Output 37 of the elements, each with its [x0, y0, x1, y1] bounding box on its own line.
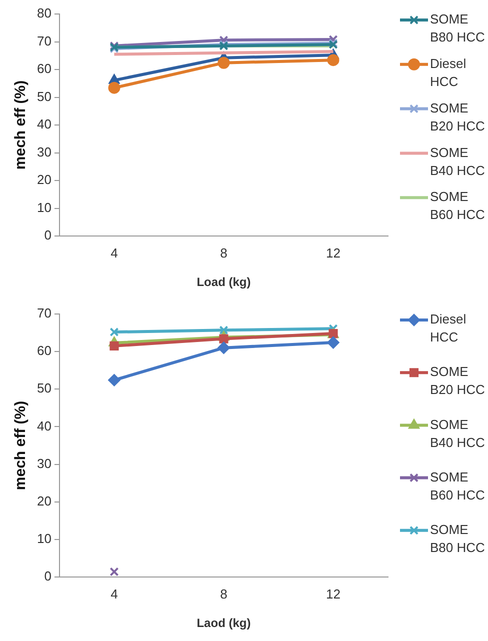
y-tick-label: 0: [44, 228, 52, 243]
y-tick-label: 0: [44, 568, 52, 584]
y-axis-title: mech eff (%): [12, 80, 30, 170]
y-axis-title: mech eff (%): [12, 400, 30, 490]
y-tick-label: 20: [36, 172, 52, 188]
y-tick-label: 60: [36, 61, 52, 76]
x-axis-title: Load (kg): [196, 275, 251, 290]
y-tick-label: 30: [36, 144, 52, 160]
x-axis-title: Laod (kg): [196, 616, 251, 630]
legend-label: SOME B80 HCC: [430, 12, 485, 45]
legend-label: Diesel HCC: [430, 312, 466, 345]
y-tick-label: 50: [36, 380, 52, 396]
x-tick-label: 4: [110, 245, 118, 260]
legend-label: SOME B80 HCC: [430, 522, 485, 555]
legend-label: SOME B20 HCC: [430, 364, 485, 398]
y-tick-label: 70: [36, 33, 52, 48]
y-tick-label: 40: [36, 116, 52, 132]
y-tick-label: 40: [36, 418, 52, 434]
x-tick-label: 12: [326, 586, 340, 602]
x-tick-label: 8: [220, 245, 228, 260]
y-tick-label: 60: [36, 343, 52, 358]
y-tick-label: 10: [36, 200, 52, 215]
y-tick-label: 20: [36, 493, 52, 508]
legend-label: SOME B60 HCC: [430, 469, 485, 502]
x-tick-label: 8: [220, 586, 228, 602]
legend-label: SOME B20 HCC: [430, 100, 485, 134]
y-tick-label: 70: [36, 306, 52, 321]
legend-label: SOME B40 HCC: [430, 144, 485, 178]
legend-label: SOME B40 HCC: [430, 416, 485, 450]
x-tick-label: 12: [326, 245, 340, 260]
legend-label: SOME B60 HCC: [430, 189, 485, 222]
y-tick-label: 50: [36, 88, 52, 104]
y-tick-label: 10: [36, 531, 52, 546]
y-tick-label: 80: [36, 6, 52, 21]
y-tick-label: 30: [36, 456, 52, 471]
x-tick-label: 4: [110, 586, 118, 602]
legend-label: Diesel HCC: [430, 56, 466, 89]
